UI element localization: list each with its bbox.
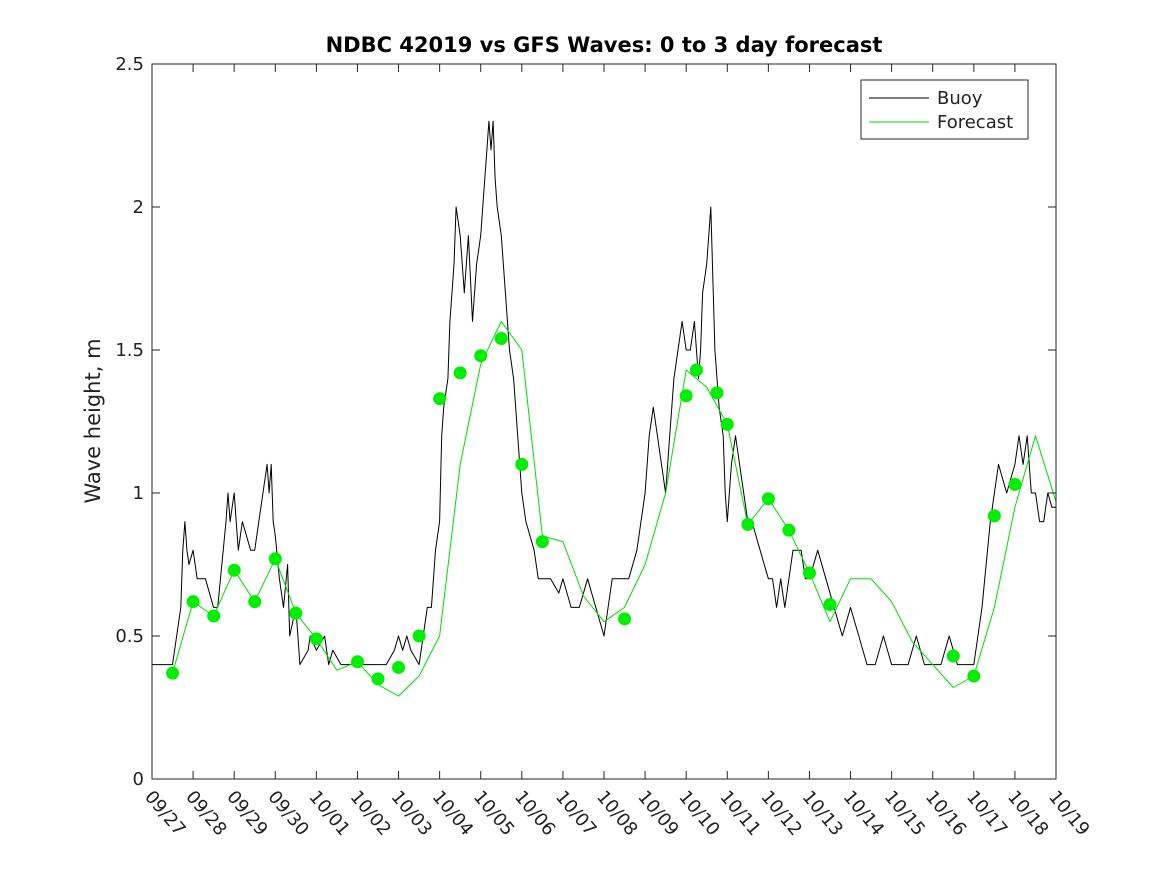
forecast-marker [186,595,200,609]
buoy-series-line [152,120,1056,666]
legend: Buoy Forecast [860,79,1029,140]
forecast-marker [207,609,221,623]
forecast-marker [412,629,426,643]
forecast-marker [268,552,282,566]
forecast-marker [689,363,703,377]
forecast-marker [453,366,467,380]
y-tick-label: 0 [133,769,144,790]
forecast-marker [618,612,632,626]
forecast-marker [350,655,364,669]
forecast-marker [166,666,180,680]
y-tick-label: 2 [133,197,144,218]
forecast-marker [515,457,529,471]
forecast-marker [761,492,775,506]
legend-forecast-label: Forecast [937,112,1013,133]
legend-buoy-label: Buoy [937,88,983,109]
forecast-marker [741,517,755,531]
forecast-marker [823,598,837,612]
y-tick-label: 1 [133,483,144,504]
chart-title: NDBC 42019 vs GFS Waves: 0 to 3 day fore… [326,33,883,57]
y-tick-label: 0.5 [115,626,144,647]
y-tick-label: 2.5 [115,54,144,75]
forecast-marker [946,649,960,663]
forecast-marker [289,606,303,620]
forecast-marker [802,566,816,580]
forecast-marker [535,535,549,549]
forecast-marker [248,595,262,609]
forecast-marker [782,523,796,537]
forecast-marker [679,389,693,403]
forecast-marker [987,509,1001,523]
forecast-marker [710,386,724,400]
forecast-marker [967,669,981,683]
forecast-marker [433,392,447,406]
forecast-marker [392,660,406,674]
forecast-marker [1008,477,1022,491]
forecast-marker [494,332,508,346]
forecast-marker [309,632,323,646]
y-axis-label: Wave height, m [81,338,105,503]
forecast-marker [227,563,241,577]
y-tick-label: 1.5 [115,340,144,361]
forecast-marker [720,417,734,431]
legend-box [860,79,1029,140]
forecast-marker [371,672,385,686]
forecast-marker [474,349,488,363]
